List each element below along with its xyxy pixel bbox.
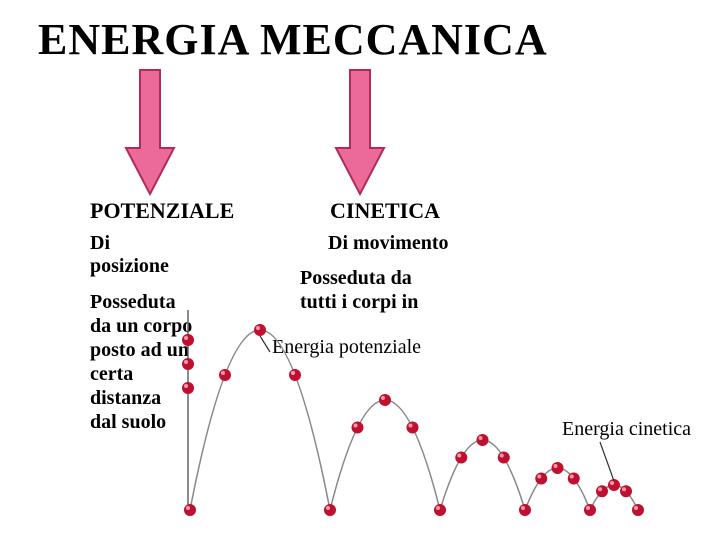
axis-ball-highlight [184,360,188,364]
bounce-ball-highlight [610,481,614,485]
bounce-ball-highlight [537,475,541,479]
axis-ball [182,382,194,394]
bounce-ball [632,504,644,516]
bounce-ball [477,434,489,446]
bounce-ball-highlight [598,487,602,491]
bounce-ball [324,504,336,516]
bounce-ball-highlight [634,506,638,510]
bounce-ball [596,485,608,497]
bounce-ball-highlight [500,454,504,458]
pointer-potential [260,336,270,352]
bounce-ball-highlight [570,475,574,479]
bounce-ball [379,394,391,406]
bounce-ball-highlight [221,371,225,375]
bounce-ball-highlight [479,436,483,440]
bounce-ball [568,473,580,485]
bounce-ball [254,324,266,336]
bounce-ball [620,485,632,497]
bounce-ball [519,504,531,516]
bounce-ball-highlight [521,506,525,510]
bounce-ball-highlight [622,487,626,491]
bounce-ball-highlight [457,454,461,458]
bounce-ball [584,504,596,516]
bounce-ball-highlight [409,424,413,428]
bounce-ball-highlight [326,506,330,510]
bounce-ball-highlight [256,326,260,330]
axis-ball-highlight [184,336,188,340]
bounce-ball [455,452,467,464]
axis-ball [182,358,194,370]
bounce-ball [352,422,364,434]
bounce-ball-highlight [436,506,440,510]
bounce-ball [535,473,547,485]
bounce-ball-highlight [291,371,295,375]
bounce-ball [434,504,446,516]
bounce-ball [184,504,196,516]
bounce-ball [289,369,301,381]
bounce-ball-highlight [354,424,358,428]
pointer-kinetic [600,442,614,481]
bounce-ball [498,452,510,464]
bounce-ball [407,422,419,434]
bounce-ball-highlight [554,464,558,468]
axis-ball-highlight [184,384,188,388]
bounce-ball-highlight [381,396,385,400]
bounce-diagram [0,0,720,540]
bounce-ball-highlight [186,506,190,510]
bounce-ball-highlight [586,506,590,510]
bounce-ball [219,369,231,381]
bounce-ball [552,462,564,474]
axis-ball [182,334,194,346]
